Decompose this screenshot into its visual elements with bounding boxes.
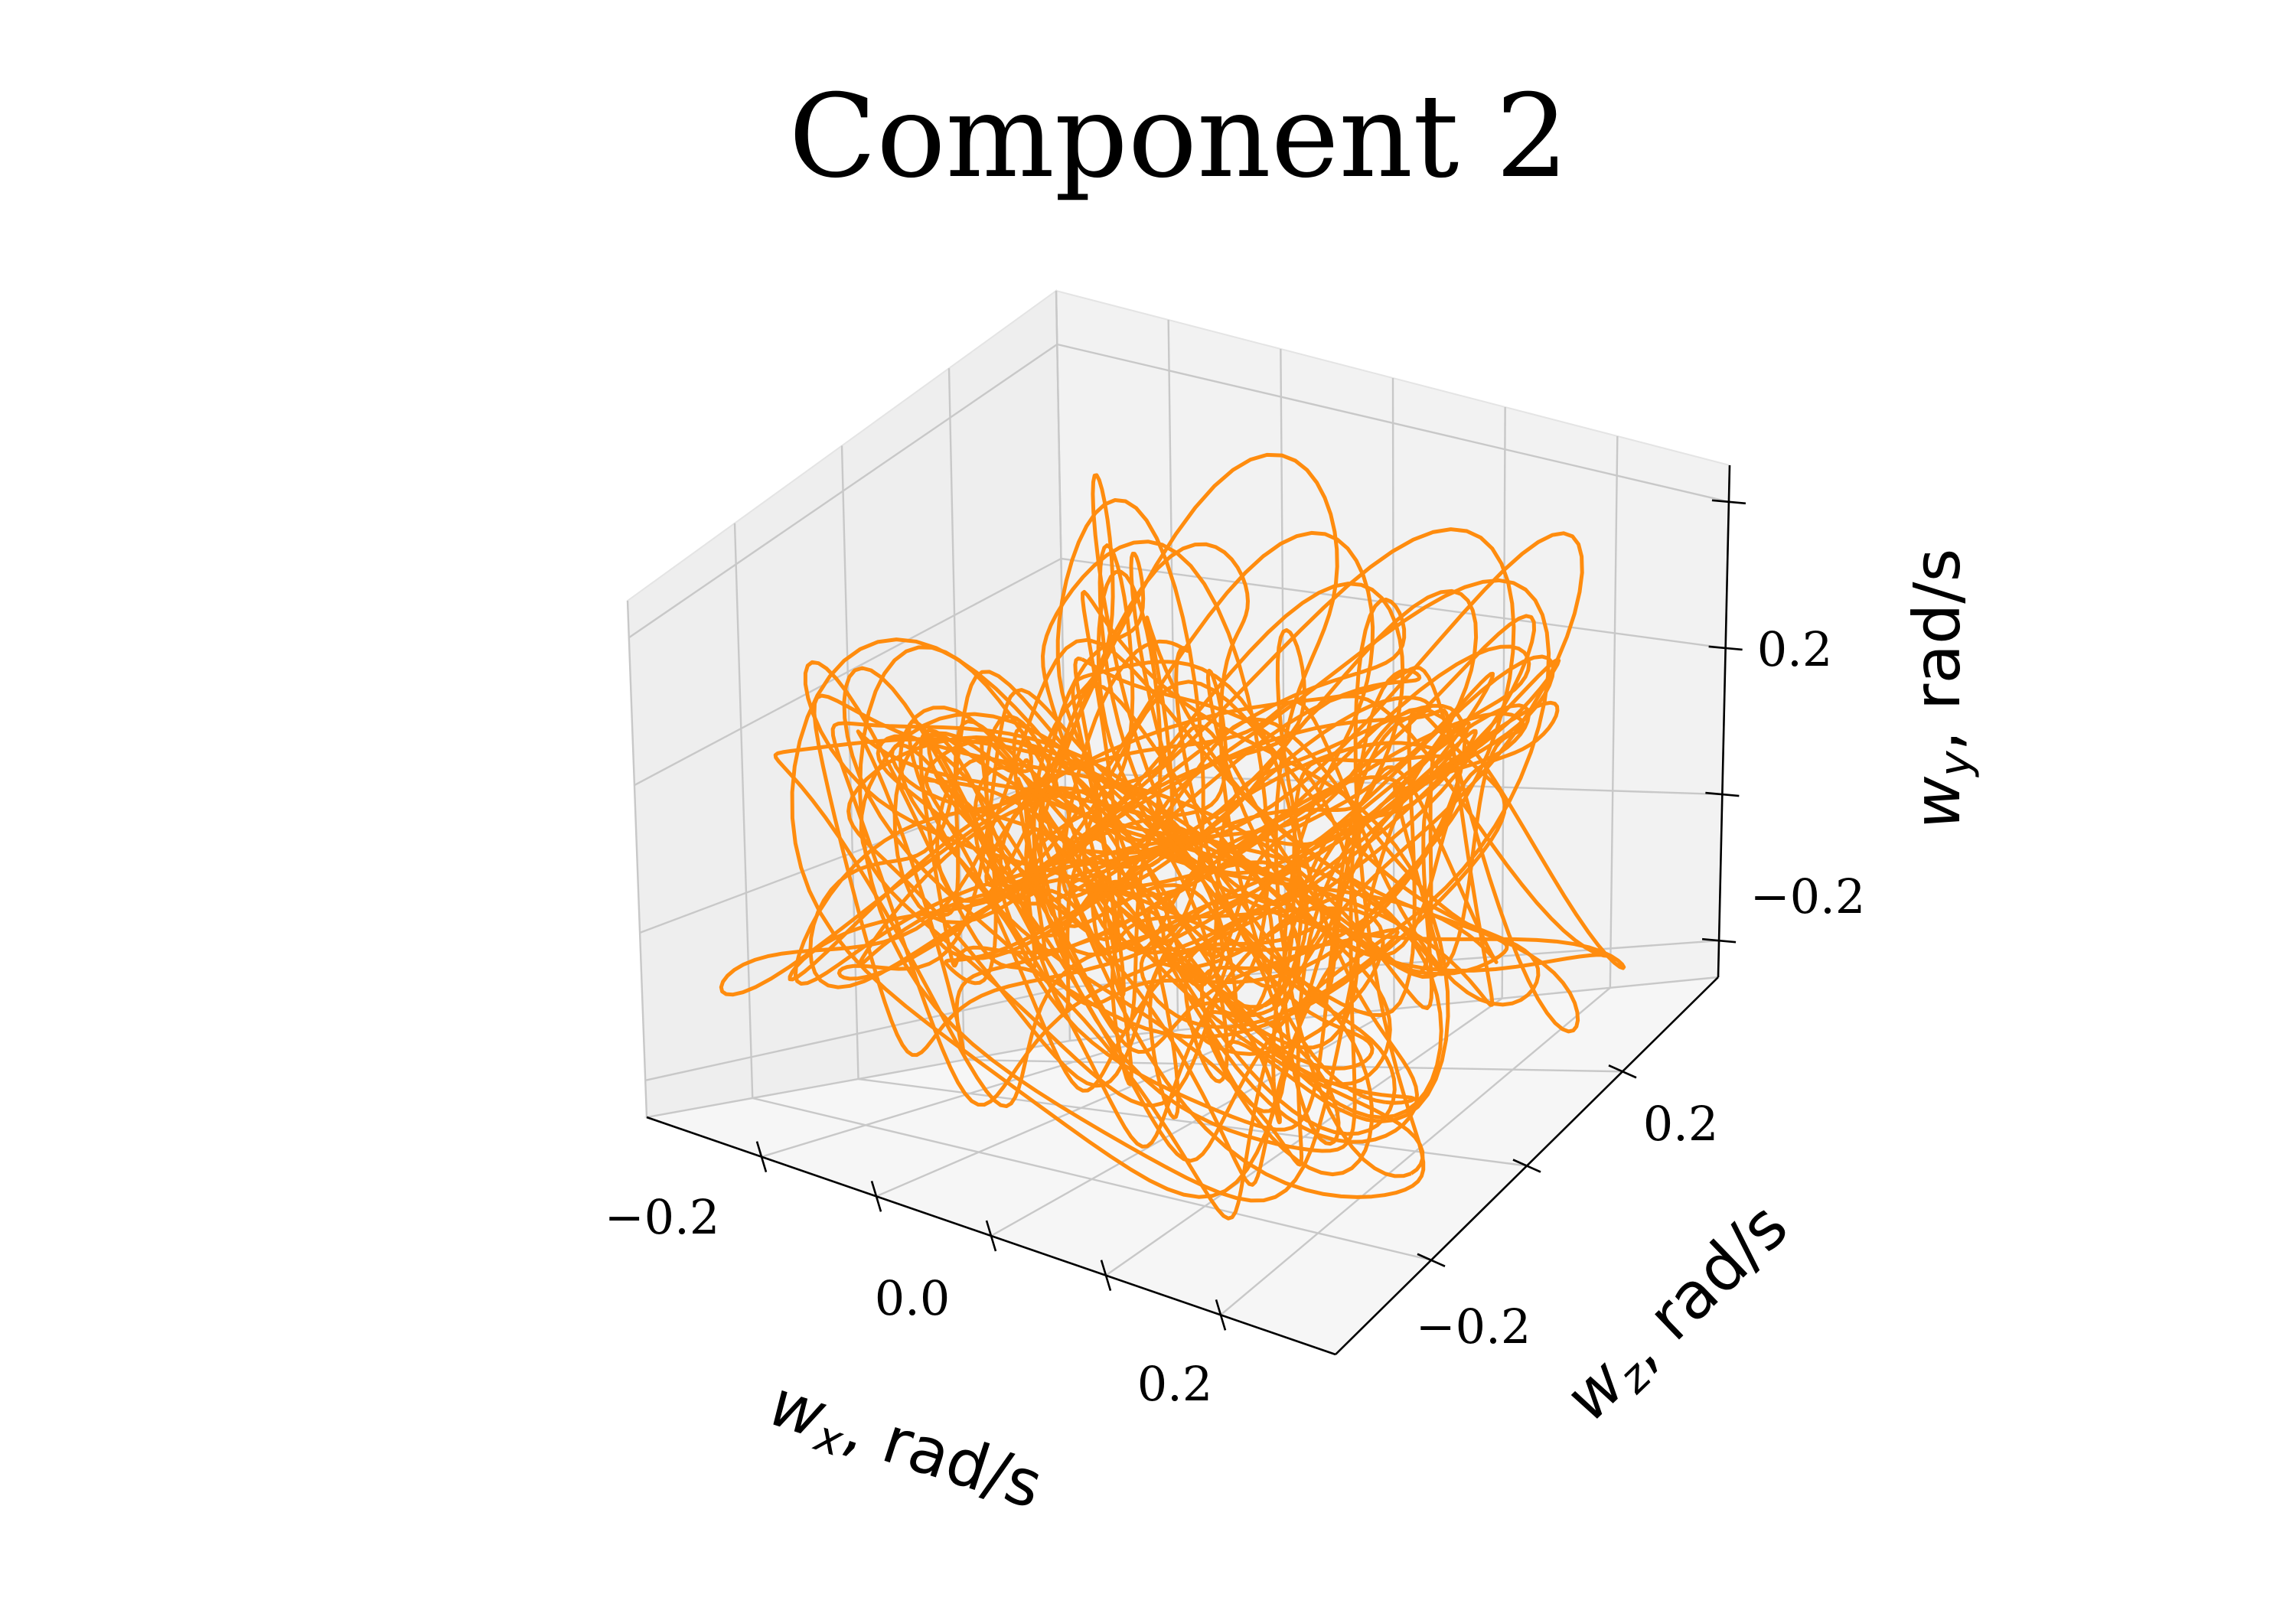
trajectory-loop-45 <box>803 660 1507 1039</box>
trajectory-loop-40 <box>1016 582 1405 1125</box>
z-axis-label-unit: , rad/s <box>1604 1188 1802 1383</box>
trajectory-loop-30 <box>1041 539 1385 1087</box>
side-grid-z-0 <box>626 600 648 1118</box>
z-tick-label-0: −0.2 <box>1416 1299 1531 1354</box>
floor-grid-z-1 <box>752 1097 1432 1261</box>
z-tick-2 <box>1512 1159 1541 1173</box>
tick-labels: −0.2 0.0 0.2 −0.2 0.2 −0.2 0.2 <box>605 621 1866 1412</box>
z-axis-label: wz, rad/s <box>1550 1188 1806 1439</box>
side-grid-y-1 <box>639 771 1065 934</box>
y-axis-label: wy, rad/s <box>1900 549 1981 830</box>
side-grid-z-2 <box>840 445 859 1080</box>
y-axis-line <box>1717 464 1731 978</box>
back-grid-x-2 <box>1280 348 1287 1020</box>
x-axis-label: wx, rad/s <box>759 1365 1051 1529</box>
trajectory-loop-25 <box>998 668 1392 1087</box>
x-tick-1 <box>755 1141 768 1173</box>
x-tick-label-0: −0.2 <box>605 1189 720 1245</box>
trajectory-loop-42 <box>876 578 1551 1163</box>
y-tick-0 <box>1701 937 1737 944</box>
grid-lines <box>626 290 1731 1356</box>
y-axis-label-symbol: w <box>1900 776 1975 829</box>
side-grid-y-3 <box>628 344 1058 639</box>
floor-grid-z-2 <box>858 1077 1528 1167</box>
trajectory-loop-43 <box>920 703 1467 1054</box>
x-tick-label-1: 0.0 <box>875 1270 951 1326</box>
y-tick-3 <box>1711 499 1746 505</box>
chart-title: Component 2 <box>788 70 1568 204</box>
y-tick-2 <box>1708 645 1743 651</box>
side-grid-z-1 <box>733 523 754 1099</box>
x-tick-4 <box>1100 1260 1112 1292</box>
z-tick-3 <box>1608 1064 1637 1079</box>
x-tick-label-2: 0.2 <box>1137 1356 1213 1412</box>
x-tick-5 <box>1215 1299 1227 1331</box>
x-tick-3 <box>985 1220 997 1252</box>
trajectory-loop-4 <box>830 657 1561 1107</box>
x-tick-2 <box>870 1180 882 1212</box>
y-tick-label-0: −0.2 <box>1750 869 1866 924</box>
trajectory-loop-20 <box>858 644 1531 1203</box>
y-tick-label-1: 0.2 <box>1757 621 1833 677</box>
x-axis-label-unit: , rad/s <box>835 1390 1051 1524</box>
trajectory-loop-33 <box>1081 543 1324 1113</box>
trajectory-loop-44 <box>890 742 1461 1007</box>
z-tick-label-1: 0.2 <box>1643 1096 1719 1152</box>
y-tick-1 <box>1705 791 1740 797</box>
trajectory-series <box>719 452 1626 1221</box>
side-grid-y-0 <box>644 986 1069 1081</box>
y-axis-label-subscript: y <box>1931 751 1981 778</box>
back-grid-y-3 <box>1057 343 1730 503</box>
tick-marks <box>755 499 1746 1331</box>
trajectory-loop-23 <box>892 598 1426 1199</box>
trajectory-loop-36 <box>1061 639 1375 1071</box>
back-grid-x-5 <box>1609 435 1619 988</box>
z-tick-1 <box>1417 1253 1446 1267</box>
y-axis-label-unit: , rad/s <box>1900 549 1975 751</box>
side-grid-y-2 <box>634 557 1062 787</box>
